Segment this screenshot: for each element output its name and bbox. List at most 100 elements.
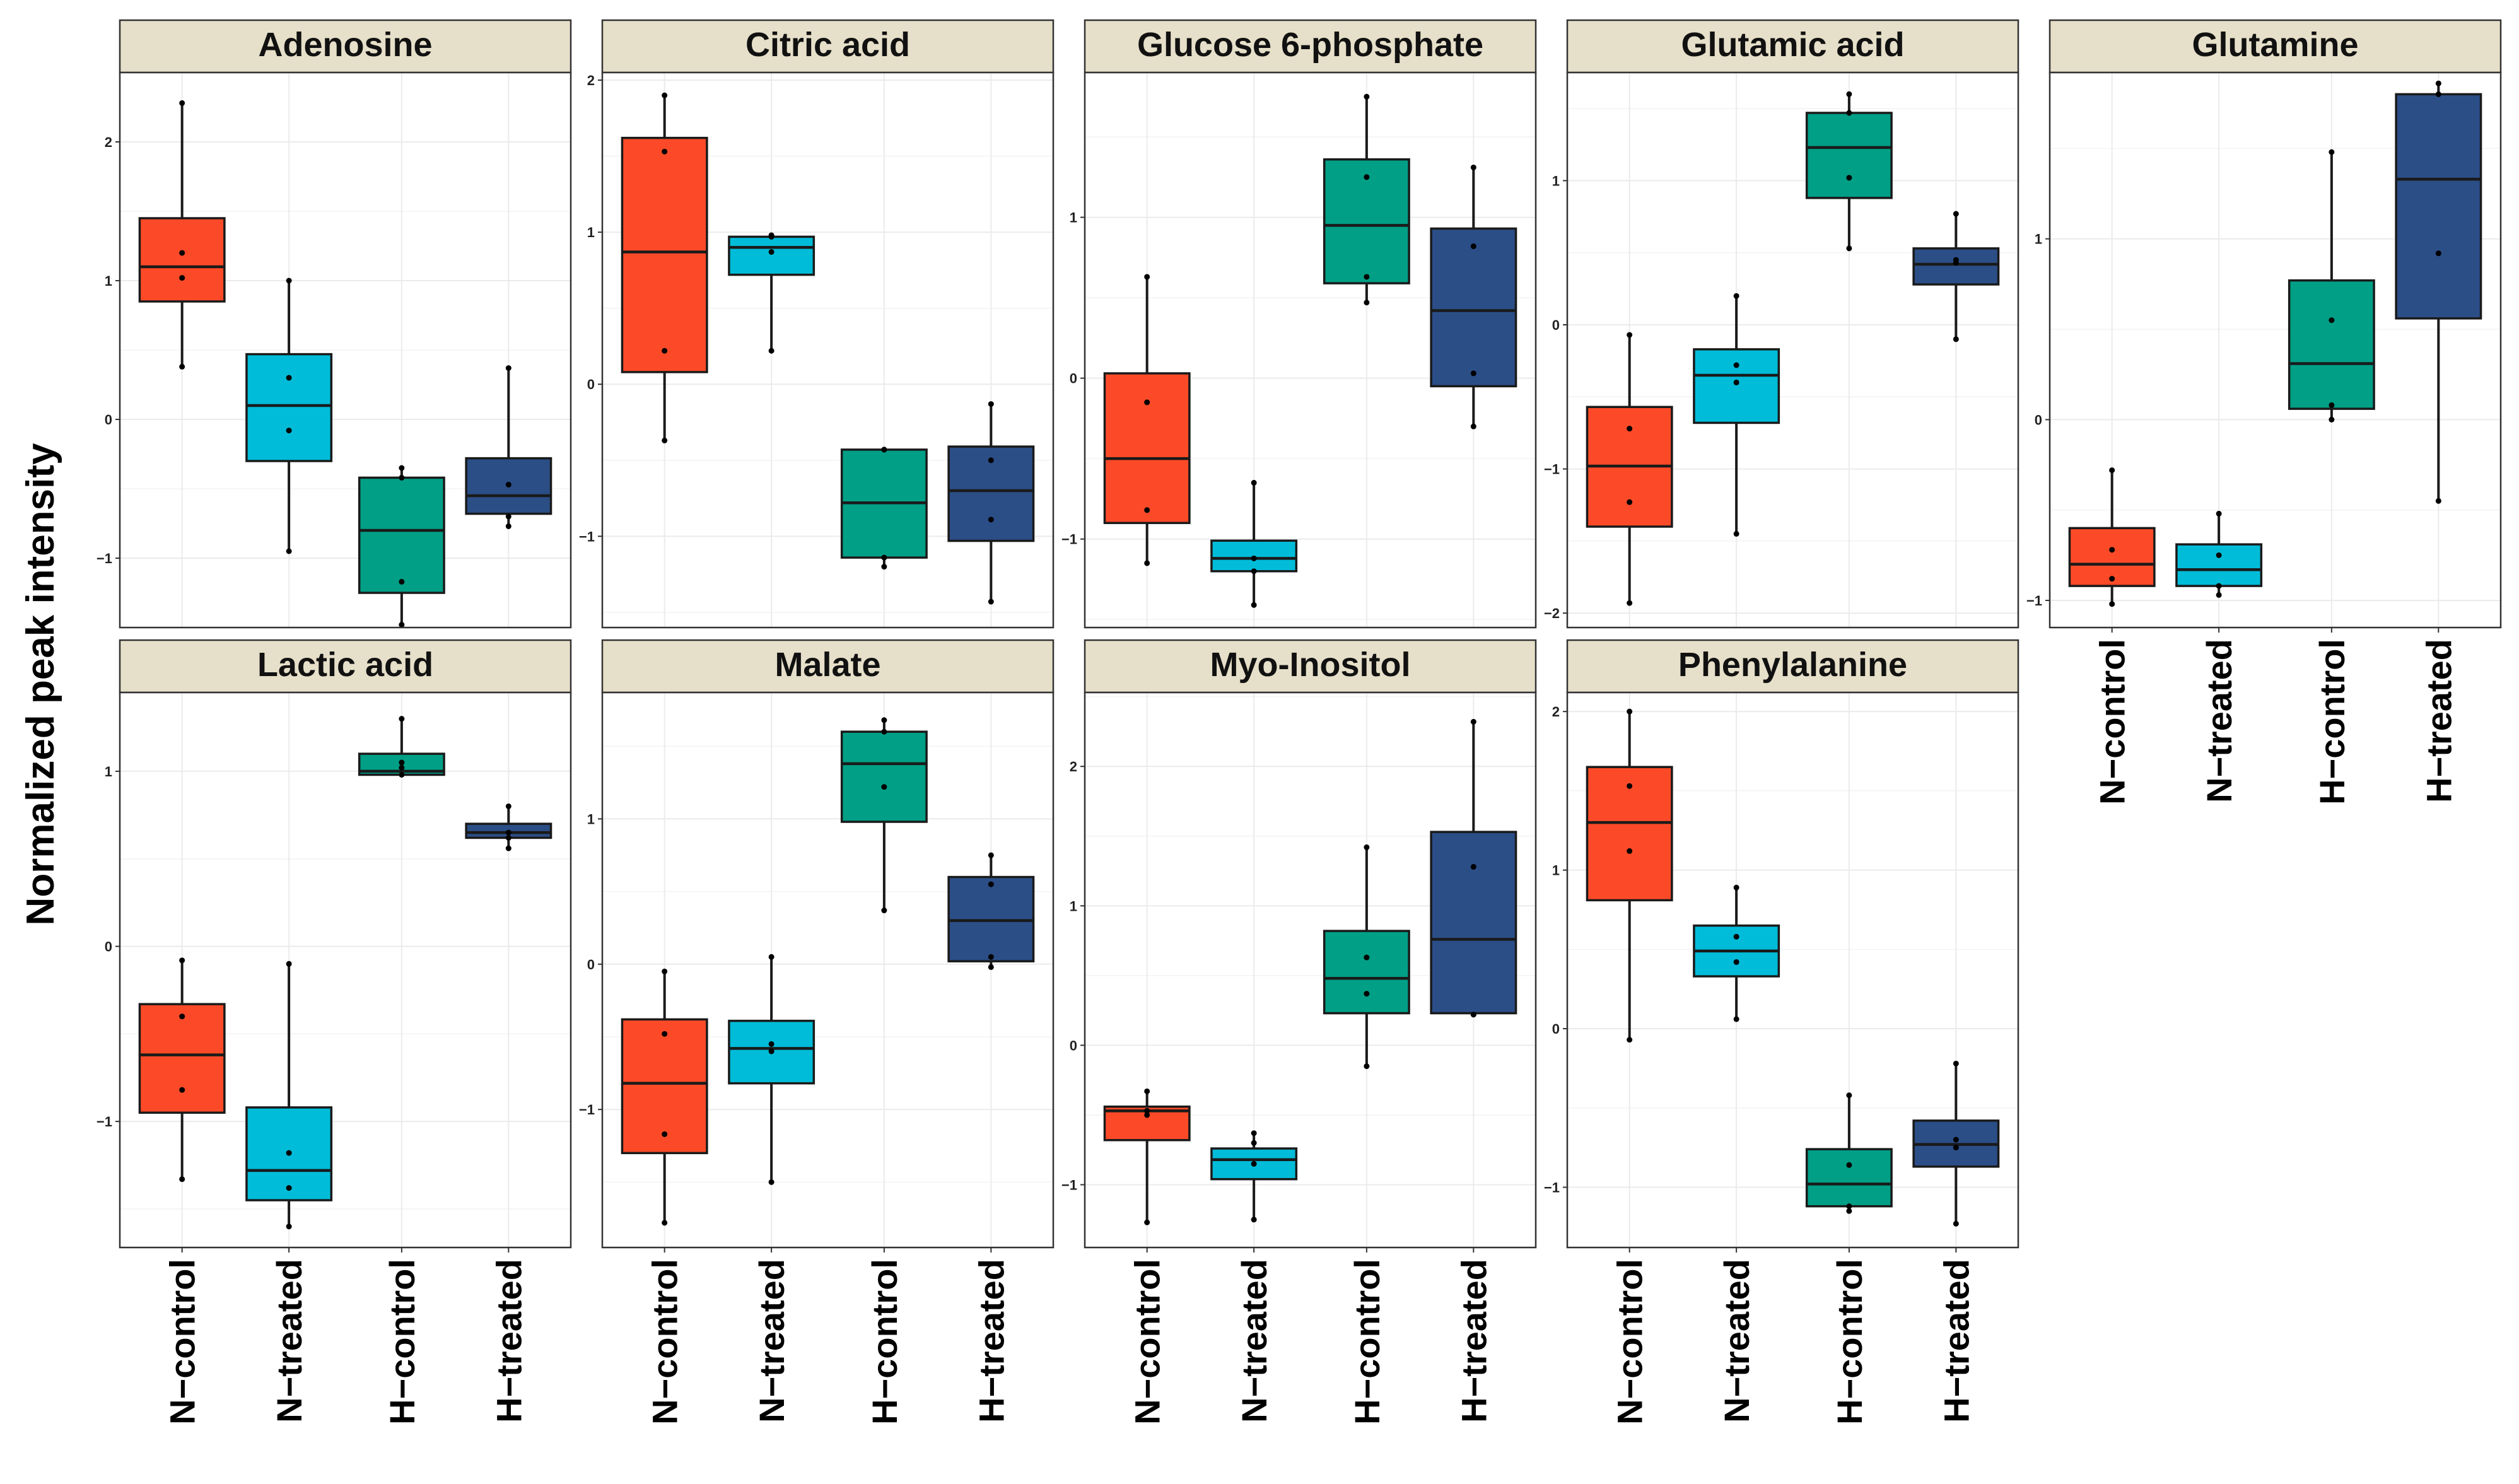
data-point	[1470, 863, 1476, 870]
x-tick-label: N−treated	[752, 1259, 792, 1423]
iqr-box	[728, 235, 815, 276]
panel-border	[1566, 71, 2019, 629]
y-tick-label: 0	[587, 377, 595, 392]
data-point	[1627, 499, 1633, 505]
data-point	[662, 1031, 668, 1037]
x-tick-label: H−treated	[971, 1259, 1011, 1423]
iqr-box	[2395, 93, 2482, 320]
y-axis-label: Normalized peak intensity	[19, 443, 62, 925]
facet-title: Citric acid	[745, 26, 910, 64]
box-n-control	[1586, 332, 1673, 606]
box-h-treated	[947, 401, 1035, 605]
x-tick-label: N−treated	[1234, 1259, 1274, 1423]
data-point	[662, 92, 668, 98]
data-point	[286, 961, 292, 967]
facet-strip	[1084, 19, 1537, 74]
data-point	[2329, 402, 2335, 408]
plot-background	[1567, 73, 2018, 628]
box-n-control	[621, 92, 708, 443]
facet-title: Malate	[774, 646, 880, 684]
data-point	[988, 852, 994, 858]
facet-title: Adenosine	[258, 26, 432, 64]
box-h-control	[1805, 91, 1893, 252]
y-tick-label: −1	[579, 1102, 595, 1118]
data-point	[2109, 601, 2115, 607]
data-point	[2435, 498, 2441, 504]
data-point	[662, 148, 668, 155]
iqr-box	[1323, 930, 1410, 1015]
y-tick-label: 1	[1552, 173, 1560, 189]
data-point	[505, 481, 511, 488]
data-point	[505, 513, 511, 520]
facet-panel-citric-acid: Citric acid −1 0 1 2	[579, 19, 1055, 629]
data-point	[2329, 416, 2335, 423]
iqr-box	[621, 1018, 708, 1155]
data-point	[2435, 91, 2441, 97]
y-tick-label: 0	[105, 939, 112, 955]
iqr-box	[1912, 247, 2000, 286]
data-point	[881, 554, 887, 561]
y-tick-label: 1	[587, 811, 595, 827]
data-point	[881, 728, 887, 735]
iqr-box	[245, 353, 333, 462]
facet-title: Glucose 6-phosphate	[1137, 26, 1483, 64]
data-point	[179, 1014, 185, 1020]
x-tick-label: N−control	[1128, 1259, 1167, 1425]
y-tick-label: −1	[2026, 593, 2042, 609]
data-point	[988, 517, 994, 523]
y-tick-label: −1	[1544, 462, 1560, 477]
x-tick-label: N−control	[2093, 639, 2132, 805]
panel-border	[601, 71, 1055, 629]
data-point	[505, 523, 511, 529]
data-point	[881, 564, 887, 570]
y-tick-label: 0	[1070, 1037, 1077, 1053]
data-point	[1144, 1219, 1150, 1225]
y-tick-label: 1	[105, 273, 112, 289]
data-point	[1953, 1145, 1959, 1151]
data-point	[1953, 1060, 1959, 1066]
data-point	[881, 908, 887, 914]
data-point	[1846, 245, 1852, 252]
y-tick-label: 1	[2035, 231, 2042, 247]
panel-border	[1566, 691, 2019, 1249]
data-point	[988, 954, 994, 960]
iqr-box	[2288, 279, 2375, 410]
data-point	[1364, 954, 1370, 961]
box-h-treated	[1430, 164, 1517, 429]
box-h-control	[2288, 149, 2375, 423]
y-tick-label: 1	[1070, 210, 1077, 226]
iqr-box	[358, 476, 445, 594]
plot-background	[602, 692, 1053, 1247]
facet-panel-glucose-6-phosphate: Glucose 6-phosphate −1 0 1	[1061, 19, 1537, 629]
data-point	[286, 1150, 292, 1156]
y-tick-label: −1	[579, 529, 595, 544]
x-tick-label: N−control	[1610, 1259, 1650, 1425]
data-point	[768, 232, 774, 238]
x-tick-label: N−treated	[1717, 1259, 1756, 1423]
data-point	[1144, 507, 1150, 513]
panel-border	[1084, 691, 1537, 1249]
panel-border	[119, 691, 572, 1249]
box-h-control	[840, 447, 928, 570]
data-point	[179, 1087, 185, 1093]
x-tick-label: N−treated	[269, 1259, 309, 1423]
data-point	[179, 100, 185, 106]
y-tick-label: 1	[1552, 863, 1560, 879]
y-tick-label: −2	[1544, 605, 1560, 621]
y-tick-label: 2	[1070, 759, 1077, 774]
data-point	[286, 278, 292, 284]
x-tick-label: H−control	[865, 1259, 904, 1425]
data-point	[286, 428, 292, 434]
data-point	[1470, 243, 1476, 249]
iqr-box	[2175, 543, 2263, 587]
iqr-box	[1103, 372, 1191, 524]
data-point	[286, 375, 292, 381]
x-tick-label: H−treated	[1936, 1259, 1976, 1423]
y-tick-label: 0	[587, 957, 595, 973]
data-point	[1953, 260, 1959, 266]
data-point	[662, 1131, 668, 1137]
data-point	[1733, 379, 1739, 385]
box-n-control	[138, 957, 226, 1183]
data-point	[768, 1048, 774, 1055]
facet-title: Myo-Inositol	[1210, 646, 1411, 684]
